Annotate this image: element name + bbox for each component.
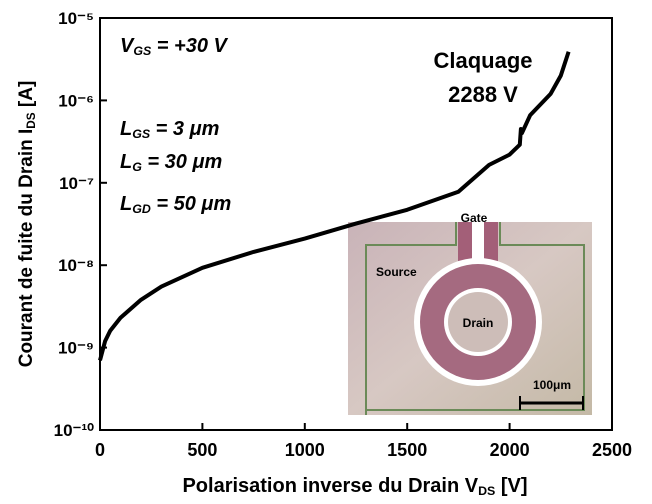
y-axis-label-part: DS xyxy=(25,112,38,128)
inset-label: Source xyxy=(376,265,417,279)
inset-drain xyxy=(448,292,508,352)
y-tick-label: 10⁻⁷ xyxy=(59,174,94,193)
data-line xyxy=(98,51,571,361)
x-tick-label: 2000 xyxy=(490,440,530,460)
annotation-part: L xyxy=(120,151,132,173)
annotation-part: = +30 V xyxy=(151,35,228,57)
breakdown-label: Claquage xyxy=(433,48,532,73)
annotation: LGS = 3 μm xyxy=(120,118,219,141)
inset-outline xyxy=(365,222,585,415)
y-tick-label: 10⁻⁸ xyxy=(58,256,94,275)
annotation: VGS = +30 V xyxy=(120,35,229,58)
plot-frame xyxy=(99,17,613,431)
inset-label: Drain xyxy=(463,316,494,330)
annotation-part: GS xyxy=(132,127,151,141)
annotation-part: L xyxy=(120,118,132,140)
annotation: LG = 30 μm xyxy=(120,151,222,174)
y-axis-label-part: Courant de fuite du Drain I xyxy=(16,129,37,368)
x-tick-label: 1000 xyxy=(285,440,325,460)
annotation-part: GD xyxy=(132,202,151,216)
x-axis-label-part: Polarisation inverse du Drain V xyxy=(182,475,478,497)
annotation-part: = 3 μm xyxy=(150,118,219,140)
annotation-part: GS xyxy=(133,44,152,58)
annotation-part: L xyxy=(120,193,132,215)
x-axis-label-part: DS xyxy=(478,484,495,498)
y-tick-label: 10⁻¹⁰ xyxy=(54,421,95,440)
inset-label: 100μm xyxy=(533,378,571,392)
annotation-part: G xyxy=(132,160,142,174)
breakdown-label: 2288 V xyxy=(448,82,518,107)
x-tick-label: 500 xyxy=(187,440,217,460)
inset xyxy=(348,222,592,415)
annotation-part: = 50 μm xyxy=(151,193,231,215)
x-axis-label-part: [V] xyxy=(495,475,527,497)
x-axis-label: Polarisation inverse du Drain VDS [V] xyxy=(182,475,527,498)
x-tick-label: 1500 xyxy=(387,440,427,460)
annotation-part: V xyxy=(120,35,135,57)
inset-label: Gate xyxy=(461,211,488,225)
y-tick-label: 10⁻⁵ xyxy=(58,9,94,28)
annotation: LGD = 50 μm xyxy=(120,193,231,216)
y-axis-label: Courant de fuite du Drain IDS [A] xyxy=(16,81,38,368)
y-tick-label: 10⁻⁹ xyxy=(58,339,94,358)
x-tick-label: 0 xyxy=(95,440,105,460)
y-axis-label-part: [A] xyxy=(16,81,37,113)
x-tick-label: 2500 xyxy=(592,440,632,460)
inset-gate-gap xyxy=(472,222,484,268)
y-tick-label: 10⁻⁶ xyxy=(58,91,94,110)
annotation-part: = 30 μm xyxy=(142,151,222,173)
